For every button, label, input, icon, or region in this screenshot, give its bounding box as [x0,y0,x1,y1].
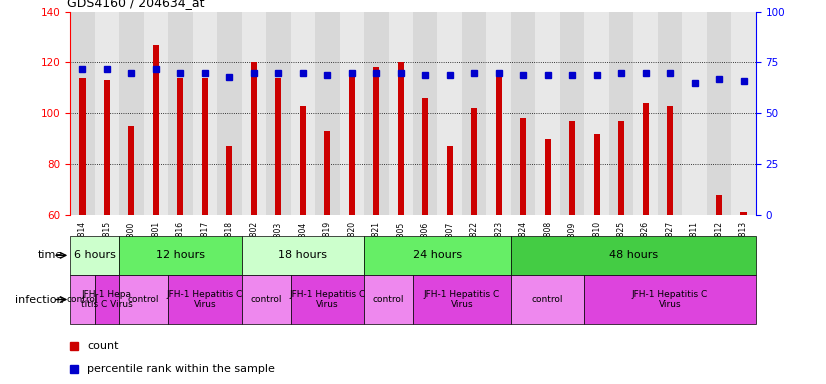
Bar [422,98,429,215]
Bar [128,126,135,215]
Bar [731,12,756,215]
Bar [349,70,355,215]
Bar [496,73,501,215]
Bar [707,12,731,215]
Bar [585,275,756,324]
Bar [70,236,119,275]
Text: 24 hours: 24 hours [413,250,462,260]
Bar [178,78,183,215]
Bar [300,106,306,215]
Bar [609,12,634,215]
Bar [169,12,192,215]
Bar [275,78,282,215]
Text: 6 hours: 6 hours [74,250,116,260]
Bar [471,108,477,215]
Bar [153,45,159,215]
Bar [682,12,707,215]
Text: time: time [38,250,64,260]
Bar [291,275,364,324]
Bar [462,12,487,215]
Text: control: control [128,295,159,304]
Bar [560,12,585,215]
Bar [388,12,413,215]
Text: JFH-1 Hepatitis C
Virus: JFH-1 Hepatitis C Virus [289,290,365,309]
Bar [373,68,379,215]
Bar [315,12,339,215]
Text: 18 hours: 18 hours [278,250,327,260]
Bar [192,12,217,215]
Bar [291,12,315,215]
Text: JFH-1 Hepatitis C
Virus: JFH-1 Hepatitis C Virus [632,290,708,309]
Text: 12 hours: 12 hours [156,250,205,260]
Bar [643,103,648,215]
Bar [79,78,86,215]
Text: count: count [88,341,119,351]
Bar [535,12,560,215]
Bar [70,12,95,215]
Bar [95,12,119,215]
Bar [657,12,682,215]
Text: infection: infection [15,295,64,305]
Text: control: control [373,295,404,304]
Bar [511,275,585,324]
Bar [594,134,600,215]
Text: JFH-1 Hepatitis C
Virus: JFH-1 Hepatitis C Virus [424,290,500,309]
Bar [364,275,413,324]
Text: GDS4160 / 204634_at: GDS4160 / 204634_at [67,0,204,9]
Bar [217,12,242,215]
Bar [740,212,747,215]
Text: JFH-1 Hepatitis C
Virus: JFH-1 Hepatitis C Virus [167,290,243,309]
Bar [325,131,330,215]
Bar [413,12,438,215]
Text: JFH-1 Hepa
titis C Virus: JFH-1 Hepa titis C Virus [81,290,133,309]
Bar [266,12,291,215]
Bar [397,62,404,215]
Text: control: control [67,295,98,304]
Bar [520,118,526,215]
Bar [70,275,95,324]
Bar [438,12,462,215]
Bar [241,236,364,275]
Bar [104,80,110,215]
Bar [585,12,609,215]
Text: percentile rank within the sample: percentile rank within the sample [88,364,275,374]
Bar [364,12,388,215]
Text: control: control [532,295,563,304]
Bar [119,12,144,215]
Bar [119,236,242,275]
Bar [447,146,453,215]
Bar [569,121,575,215]
Bar [339,12,364,215]
Bar [618,121,624,215]
Bar [413,275,511,324]
Bar [202,78,208,215]
Bar [634,12,657,215]
Bar [242,12,266,215]
Text: control: control [250,295,282,304]
Bar [226,146,232,215]
Bar [251,62,257,215]
Bar [544,139,551,215]
Bar [364,236,511,275]
Bar [144,12,169,215]
Bar [241,275,291,324]
Bar [169,275,242,324]
Bar [511,236,756,275]
Bar [716,195,722,215]
Bar [95,275,119,324]
Text: 48 hours: 48 hours [609,250,658,260]
Bar [511,12,535,215]
Bar [119,275,169,324]
Bar [487,12,511,215]
Bar [667,106,673,215]
